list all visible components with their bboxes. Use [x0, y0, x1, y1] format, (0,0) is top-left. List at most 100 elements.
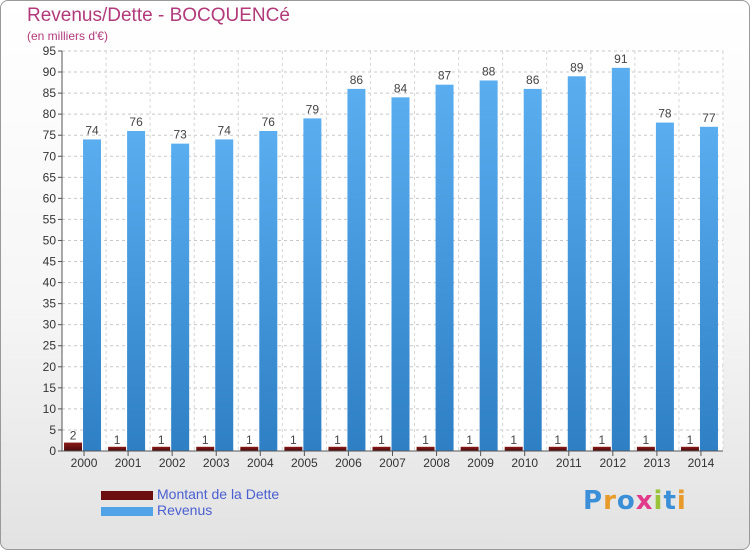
bar-revenus [215, 139, 234, 451]
x-tick-label: 2011 [556, 456, 582, 470]
y-tick-label: 70 [43, 149, 57, 163]
data-label-revenus: 76 [262, 115, 276, 129]
data-label-revenus: 74 [218, 123, 232, 137]
data-label-revenus: 86 [350, 73, 364, 87]
y-tick-label: 10 [43, 402, 57, 416]
y-tick-label: 55 [43, 212, 57, 226]
x-tick-label: 2000 [71, 456, 98, 470]
bar-dette [152, 446, 171, 451]
data-label-dette: 1 [246, 433, 253, 447]
data-label-dette: 2 [70, 429, 77, 443]
bar-dette [284, 446, 303, 451]
chart-subtitle: (en milliers d'€) [27, 29, 108, 43]
y-tick-label: 0 [49, 444, 56, 458]
data-label-dette: 1 [643, 433, 650, 447]
bar-revenus [523, 88, 542, 451]
data-label-revenus: 76 [129, 115, 143, 129]
y-tick-label: 40 [43, 276, 57, 290]
bar-revenus [479, 80, 498, 451]
bar-revenus [303, 118, 322, 452]
legend-label-revenus: Revenus [157, 502, 213, 518]
x-tick-label: 2002 [159, 456, 186, 470]
x-tick-label: 2014 [688, 456, 715, 470]
data-label-dette: 1 [598, 433, 605, 447]
data-label-revenus: 78 [658, 107, 672, 121]
bar-dette [592, 446, 611, 451]
x-tick-label: 2006 [335, 456, 362, 470]
data-label-revenus: 79 [306, 102, 320, 116]
x-tick-label: 2008 [423, 456, 450, 470]
data-label-dette: 1 [114, 433, 121, 447]
y-tick-label: 35 [43, 297, 57, 311]
y-tick-label: 5 [49, 423, 56, 437]
bar-revenus [347, 88, 366, 451]
bar-dette [504, 446, 523, 451]
bar-dette [240, 446, 259, 451]
bar-revenus [259, 131, 278, 451]
bar-dette [548, 446, 567, 451]
x-tick-label: 2013 [644, 456, 671, 470]
bar-revenus [699, 126, 718, 451]
y-tick-label: 30 [43, 318, 57, 332]
data-label-dette: 1 [510, 433, 517, 447]
bar-revenus [655, 122, 674, 451]
bar-dette [372, 446, 391, 451]
bar-dette [196, 446, 215, 451]
bar-dette [636, 446, 655, 451]
bar-dette [64, 442, 83, 451]
data-label-revenus: 84 [394, 81, 408, 95]
bar-revenus [611, 67, 630, 451]
data-label-dette: 1 [158, 433, 165, 447]
data-label-dette: 1 [290, 433, 297, 447]
x-tick-label: 2009 [467, 456, 494, 470]
proxiti-logo: Proxiti [583, 486, 687, 516]
data-label-dette: 1 [687, 433, 694, 447]
data-label-revenus: 91 [614, 52, 628, 66]
y-tick-label: 20 [43, 360, 57, 374]
x-tick-label: 2003 [203, 456, 230, 470]
x-tick-label: 2010 [511, 456, 538, 470]
axes: 0 5 10 15 20 25 30 35 40 45 50 55 60 65 70 75 80 85 90 95 20… [43, 44, 723, 470]
data-label-dette: 1 [378, 433, 385, 447]
data-label-revenus: 86 [526, 73, 540, 87]
data-label-dette: 1 [422, 433, 429, 447]
data-label-revenus: 74 [85, 123, 99, 137]
y-tick-label: 15 [43, 381, 57, 395]
x-tick-label: 2012 [599, 456, 626, 470]
y-tick-label: 80 [43, 107, 57, 121]
bars: 2 74 1 76 1 73 1 74 1 76 1 79 1 86 1 84 1 87 1 88 1 86 1 89 1 91 1… [64, 52, 718, 452]
y-tick-label: 65 [43, 170, 57, 184]
data-label-dette: 1 [466, 433, 473, 447]
y-tick-label: 85 [43, 86, 57, 100]
bar-revenus [391, 97, 410, 451]
bar-revenus [171, 143, 190, 451]
y-tick-label: 25 [43, 339, 57, 353]
legend-swatch-revenus [101, 507, 153, 516]
y-tick-label: 45 [43, 255, 57, 269]
x-tick-label: 2001 [115, 456, 142, 470]
bar-dette [108, 446, 127, 451]
data-label-revenus: 89 [570, 60, 584, 74]
data-label-revenus: 73 [173, 128, 187, 142]
bar-revenus [83, 139, 102, 451]
bar-revenus [127, 131, 146, 451]
data-label-revenus: 88 [482, 64, 496, 78]
data-label-revenus: 87 [438, 69, 452, 83]
x-tick-label: 2007 [379, 456, 406, 470]
bar-dette [680, 446, 699, 451]
chart-title: Revenus/Dette - BOCQUENCé [27, 5, 290, 26]
bar-revenus [435, 84, 454, 452]
bar-revenus [567, 76, 586, 452]
x-tick-label: 2004 [247, 456, 274, 470]
legend-label-debt: Montant de la Dette [157, 486, 280, 502]
data-label-dette: 1 [202, 433, 209, 447]
bar-dette [460, 446, 479, 451]
y-tick-label: 90 [43, 65, 57, 79]
data-label-dette: 1 [334, 433, 341, 447]
y-tick-label: 95 [43, 44, 57, 58]
x-tick-label: 2005 [291, 456, 318, 470]
y-tick-label: 75 [43, 128, 57, 142]
y-tick-label: 60 [43, 191, 57, 205]
